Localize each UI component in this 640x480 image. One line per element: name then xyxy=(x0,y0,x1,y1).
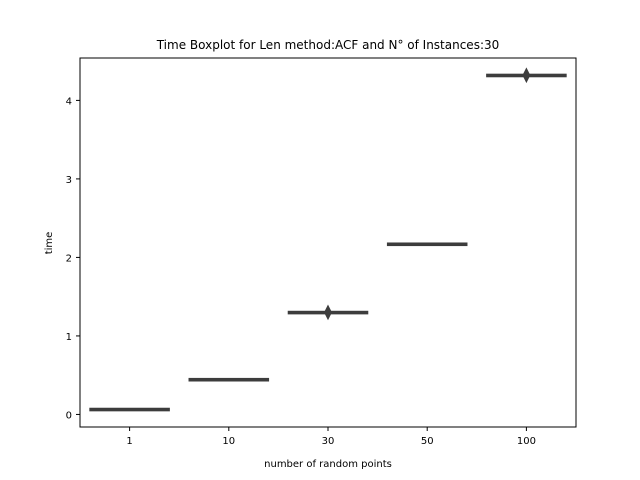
y-tick-label: 0 xyxy=(66,410,72,421)
x-tick-label: 30 xyxy=(322,436,335,447)
y-tick-label: 4 xyxy=(66,96,72,107)
x-tick-label: 50 xyxy=(421,436,434,447)
y-tick-label: 2 xyxy=(66,253,72,264)
plot-area: 0 1 2 3 4 1 10 30 50 100 xyxy=(66,57,577,447)
x-tick-label: 10 xyxy=(222,436,235,447)
y-axis-label: time xyxy=(44,232,55,255)
y-tick-label: 3 xyxy=(66,175,72,186)
outlier-marker xyxy=(324,304,332,321)
outlier-marker xyxy=(522,67,531,84)
x-tick-label: 100 xyxy=(517,436,536,447)
chart-title: Time Boxplot for Len method:ACF and N° o… xyxy=(156,38,500,52)
y-tick-label: 1 xyxy=(66,332,72,343)
x-axis-label: number of random points xyxy=(264,459,392,470)
x-tick-label: 1 xyxy=(126,436,132,447)
